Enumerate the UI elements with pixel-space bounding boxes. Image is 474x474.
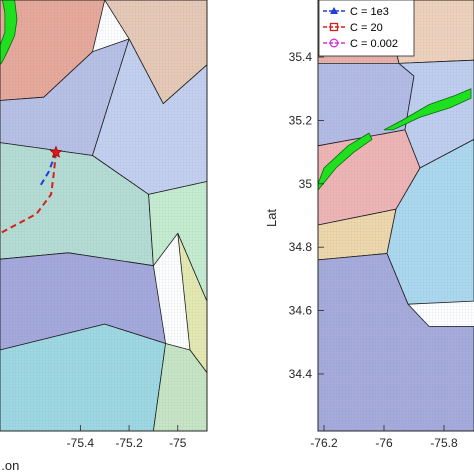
legend-triangle-marker	[330, 7, 338, 14]
left-x-tick-label: -75.4	[67, 436, 95, 450]
right-x-tick-label: -76.2	[310, 436, 338, 450]
left-x-axis-label: ...on	[0, 458, 19, 473]
left-landmass	[0, 0, 18, 66]
right-y-tick-label: 35.4	[289, 50, 313, 64]
legend: C = 1e3 C = 20 C = 0.002	[318, 0, 415, 57]
left-mesh-overlay	[0, 0, 207, 431]
left-trajectory-1	[38, 151, 57, 189]
right-y-tick-label: 35.2	[289, 113, 313, 127]
legend-label-3: C = 0.002	[350, 38, 398, 50]
right-y-tick-label: 34.6	[289, 304, 313, 318]
left-x-tick-label: -75.2	[115, 436, 143, 450]
right-y-axis-label: Lat	[264, 209, 279, 227]
right-landmass	[318, 132, 373, 191]
right-y-ticks: 34.4 34.6 34.8 35 35.2 35.4	[289, 50, 324, 381]
legend-label-2: C = 20	[350, 22, 383, 34]
right-y-tick-label: 35	[299, 177, 313, 191]
right-landmass2	[383, 88, 472, 131]
legend-square-marker	[329, 22, 339, 32]
left-x-tick-label: -75	[169, 436, 187, 450]
right-x-ticks: -76.2 -76 -75.8	[310, 425, 458, 450]
left-axes-frame	[0, 0, 208, 432]
right-y-tick-label: 34.4	[289, 367, 313, 381]
right-mesh-overlay	[318, 0, 474, 431]
left-x-ticks: -75.4 -75.2 -75	[67, 425, 187, 450]
legend-label-1: C = 1e3	[350, 6, 389, 18]
right-x-tick-label: -75.8	[430, 436, 458, 450]
legend-entries: C = 1e3 C = 20 C = 0.002	[323, 6, 398, 50]
left-start-star-marker	[49, 145, 63, 158]
left-panel: -75.4 -75.2 -75 ...on	[0, 0, 208, 473]
right-x-tick-label: -76	[375, 436, 393, 450]
right-panel: -76.2 -76 -75.8 34.4 34.6 34.8 35 35.2 35.4 Lat…	[264, 0, 474, 450]
legend-circle-marker	[329, 38, 339, 48]
left-landmass	[0, 0, 18, 66]
right-landmass	[318, 88, 472, 191]
left-trajectories	[0, 145, 63, 235]
left-trajectory-2	[0, 152, 57, 235]
right-axes-frame	[317, 0, 474, 432]
right-y-tick-label: 34.8	[289, 240, 313, 254]
